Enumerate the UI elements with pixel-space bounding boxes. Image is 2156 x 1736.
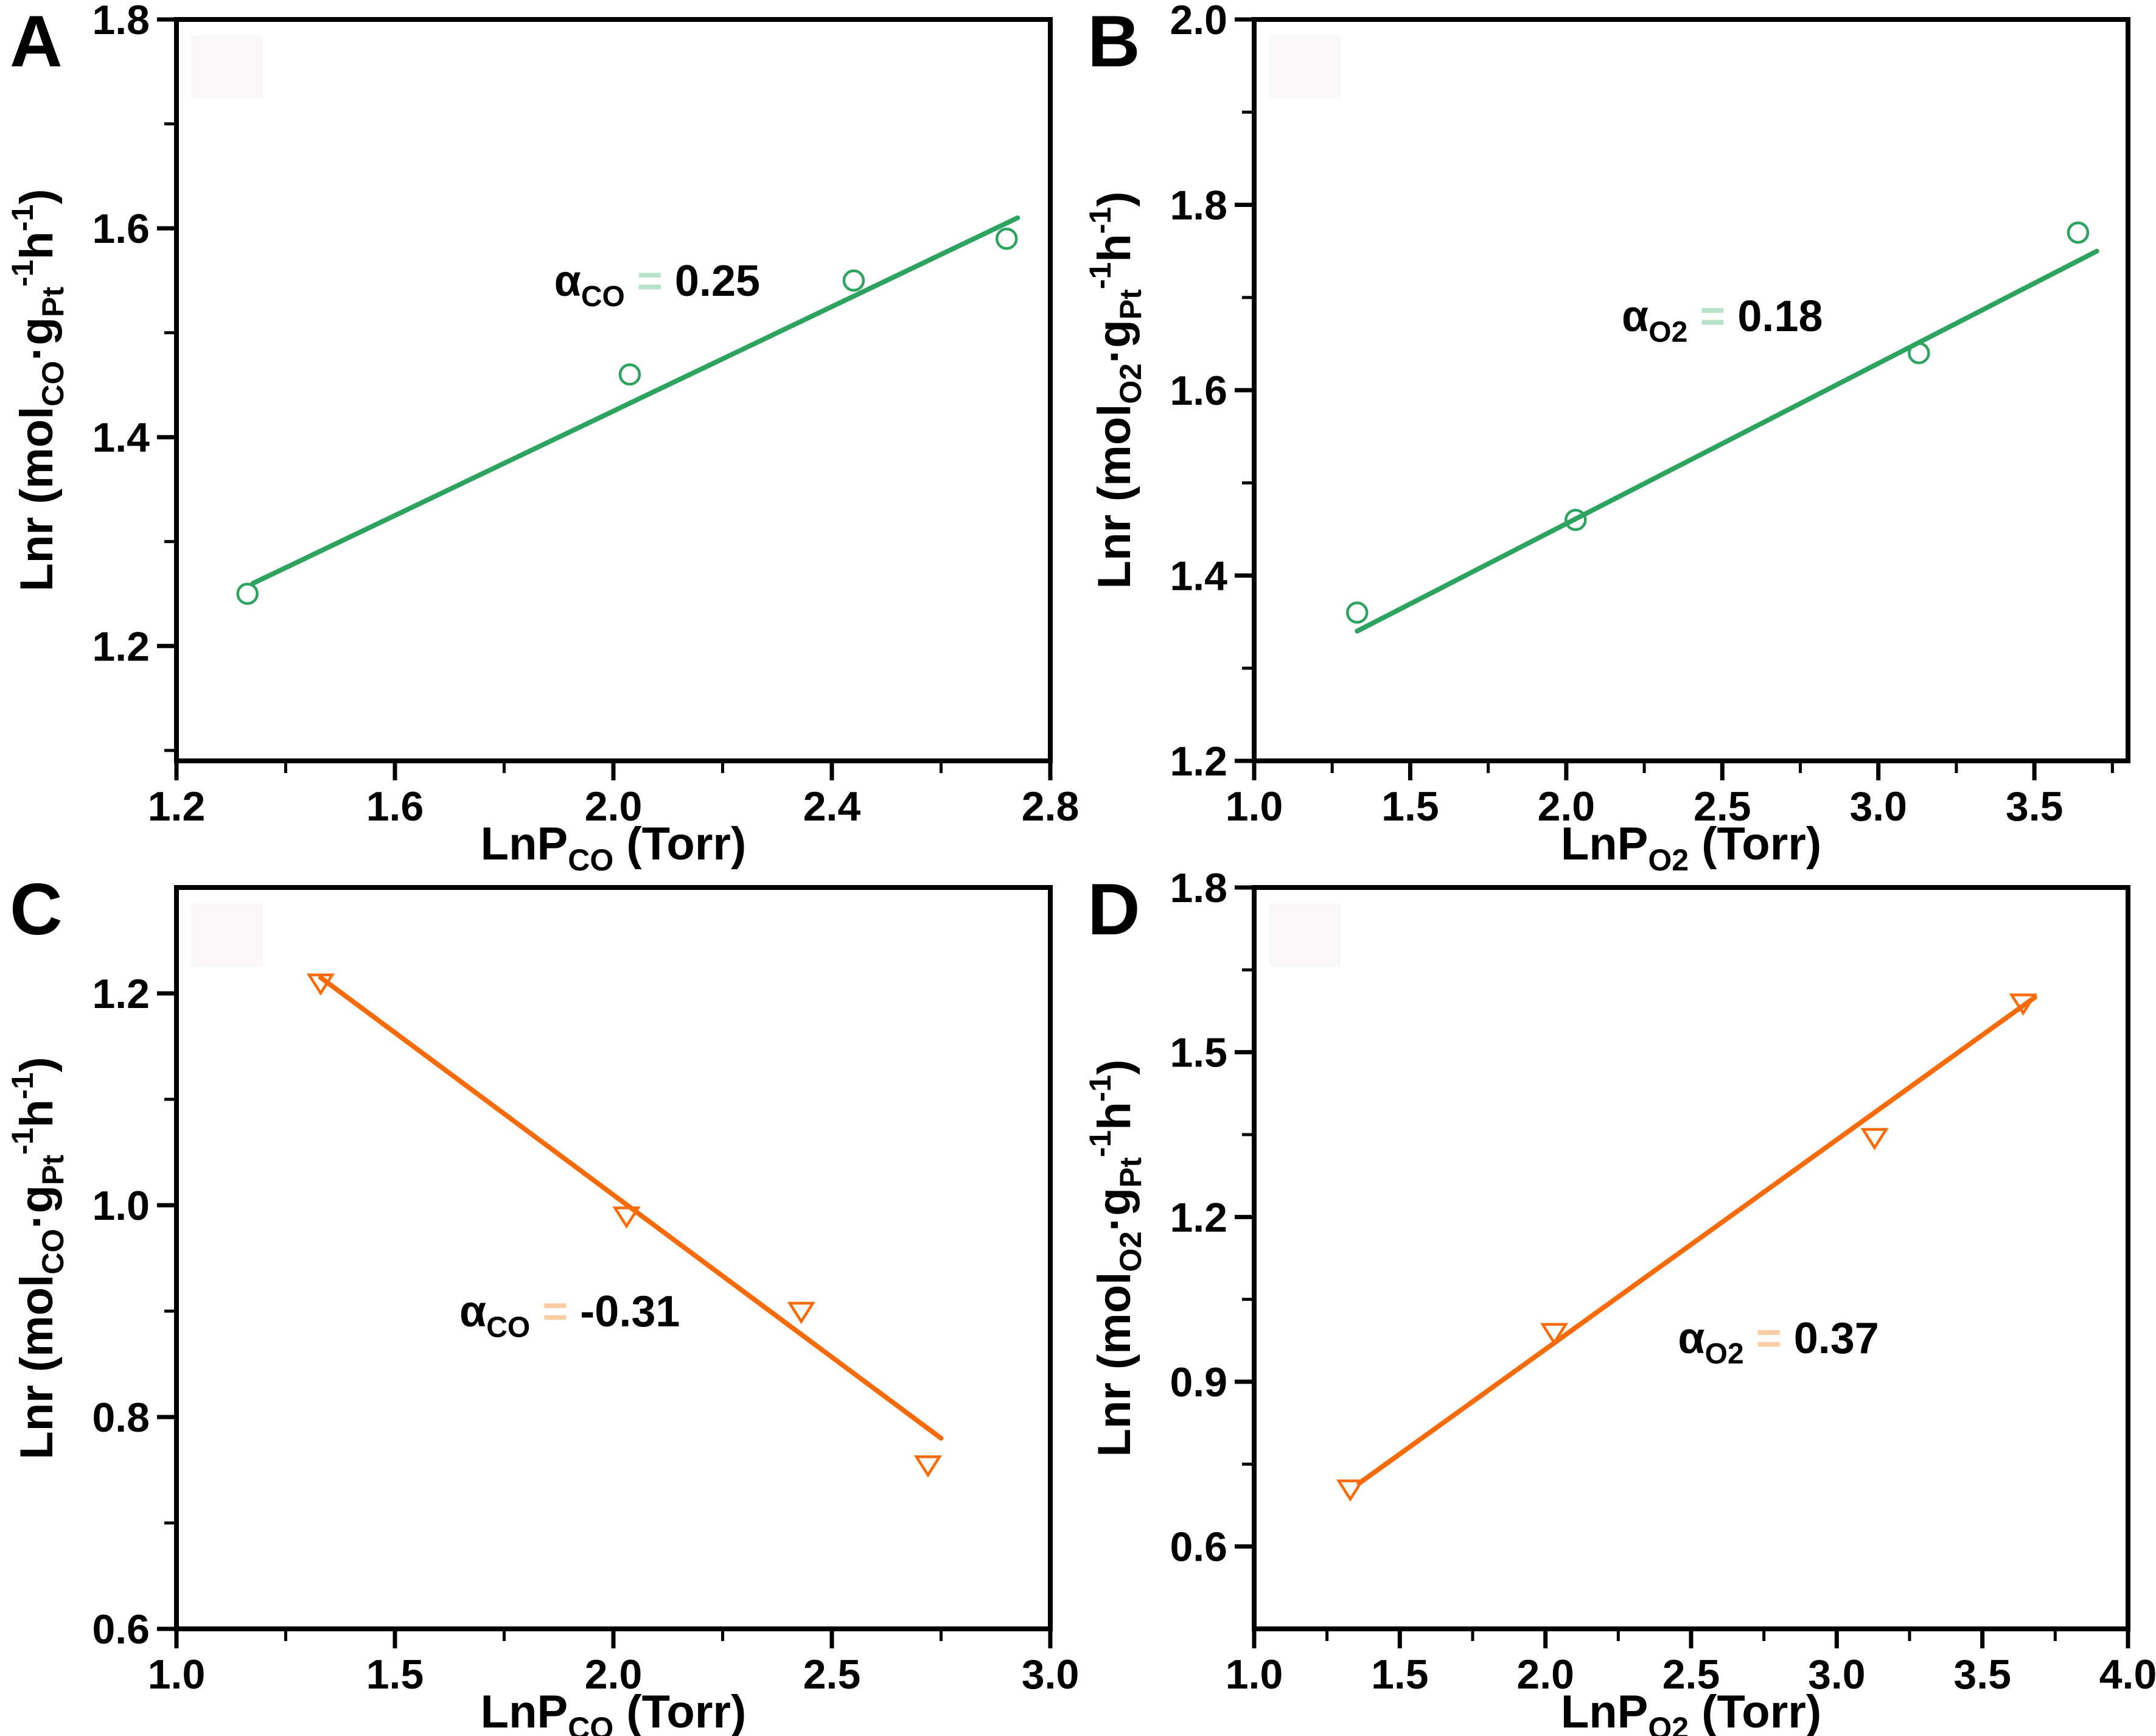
- x-axis-label: LnPCO (Torr): [481, 1686, 747, 1736]
- x-tick-label: 3.5: [1953, 1651, 2011, 1698]
- slope-annotation: αO2 = 0.18: [1622, 292, 1823, 348]
- x-axis-label: LnPO2 (Torr): [1561, 818, 1821, 877]
- data-point-triangle: [2009, 993, 2037, 1016]
- y-tick-label: 1.2: [1170, 1194, 1227, 1241]
- data-point-circle: [1908, 341, 1930, 365]
- y-tick-label: 1.4: [1170, 553, 1227, 600]
- data-point-circle: [236, 583, 259, 605]
- panel-letter-c: C: [10, 869, 63, 950]
- x-tick-label: 2.8: [1022, 783, 1080, 830]
- x-tick-label: 2.5: [1662, 1651, 1720, 1698]
- x-axis-label: LnPCO (Torr): [481, 818, 747, 877]
- data-point-circle: [1345, 601, 1369, 624]
- y-tick-label: 0.9: [1170, 1359, 1227, 1405]
- y-tick-label: 1.6: [92, 206, 150, 252]
- x-tick-label: 1.5: [1371, 1651, 1429, 1698]
- y-tick-label: 1.2: [92, 971, 150, 1017]
- panel-letter-d: D: [1087, 869, 1140, 950]
- fit-line: [1355, 248, 2099, 634]
- y-axis-label: Lnr (molO2·gPt-1h-1): [1083, 1059, 1148, 1457]
- x-tick-label: 1.0: [1226, 783, 1283, 830]
- y-tick-label: 1.6: [1170, 368, 1227, 414]
- y-tick-label: 1.0: [92, 1183, 150, 1229]
- data-point-triangle: [306, 973, 335, 996]
- x-tick-label: 2.0: [1538, 783, 1596, 830]
- fit-line: [250, 215, 1020, 586]
- x-tick-label: 1.0: [1226, 1651, 1283, 1698]
- watermark-box: [1269, 903, 1341, 967]
- x-tick-label: 3.5: [2006, 783, 2064, 830]
- panel-a-chart: 1.2 1.6 2.0 2.4 2.8 1.2 1.4 1.6 1.8 LnPCO (Torr) L…: [5, 0, 1080, 877]
- slope-annotation: αCO = -0.31: [459, 1287, 680, 1343]
- x-tick-label: 1.2: [148, 783, 206, 830]
- data-point-triangle: [1860, 1128, 1889, 1150]
- y-tick-label: 1.4: [92, 415, 150, 461]
- x-tick-label: 2.5: [1694, 783, 1751, 830]
- data-point-triangle: [612, 1206, 641, 1229]
- x-axis-label: LnPO2 (Torr): [1561, 1686, 1821, 1736]
- data-point-circle: [995, 228, 1018, 250]
- plot-frame: [174, 885, 1053, 1631]
- y-tick-label: 1.8: [1170, 865, 1227, 911]
- watermark-box: [191, 35, 263, 99]
- panel-letter-b: B: [1087, 1, 1140, 82]
- y-axis-label: Lnr (molO2·gPt-1h-1): [1083, 191, 1148, 589]
- y-tick-label: 1.8: [92, 0, 150, 43]
- x-tick-label: 1.5: [366, 1651, 424, 1698]
- y-tick-label: 1.8: [1170, 183, 1227, 229]
- data-point-circle: [1564, 508, 1587, 531]
- x-tick-label: 2.0: [1516, 1651, 1574, 1698]
- panel-c: 1.0 1.5 2.0 2.5 3.0 0.6 0.8 1.0 1.2 LnPCO (Torr) L…: [0, 868, 1080, 1736]
- panel-b: 1.0 1.5 2.0 2.5 3.0 3.5 1.2 1.4 1.6 1.8 2.0 LnPO2 (…: [1078, 0, 2156, 877]
- y-axis-label: Lnr (molCO·gPt-1h-1): [5, 189, 70, 591]
- y-tick-label: 1.2: [92, 623, 150, 670]
- slope-annotation: αO2 = 0.37: [1678, 1314, 1879, 1370]
- y-tick-label: 1.5: [1170, 1030, 1227, 1076]
- fit-line: [1356, 995, 2037, 1486]
- x-tick-label: 2.0: [585, 783, 643, 830]
- plot-frame: [1252, 17, 2130, 763]
- y-tick-label: 0.8: [92, 1395, 150, 1441]
- x-tick-label: 3.0: [1022, 1651, 1080, 1698]
- data-point-triangle: [913, 1455, 943, 1478]
- x-tick-label: 4.0: [2099, 1651, 2156, 1698]
- data-point-circle: [2067, 221, 2090, 244]
- y-axis-label: Lnr (molCO·gPt-1h-1): [5, 1057, 70, 1459]
- data-point-circle: [618, 363, 641, 386]
- data-point-triangle: [1336, 1479, 1365, 1502]
- watermark-box: [191, 903, 263, 967]
- x-tick-label: 3.0: [1849, 783, 1907, 830]
- y-tick-label: 0.6: [1170, 1524, 1227, 1570]
- panel-d-chart: 1.0 1.5 2.0 2.5 3.0 3.5 4.0 0.6 0.9 1.2 1.5 1.8 LnPO…: [1083, 865, 2156, 1736]
- watermark-box: [1269, 35, 1341, 99]
- slope-annotation: αCO = 0.25: [554, 257, 760, 313]
- x-tick-label: 2.4: [803, 783, 861, 830]
- y-tick-label: 0.6: [92, 1606, 150, 1653]
- plot-frame: [174, 17, 1053, 763]
- x-tick-label: 3.0: [1808, 1651, 1866, 1698]
- x-tick-label: 2.0: [585, 1651, 643, 1698]
- x-tick-label: 1.5: [1381, 783, 1439, 830]
- panel-d: 1.0 1.5 2.0 2.5 3.0 3.5 4.0 0.6 0.9 1.2 1.5 1.8 LnPO…: [1078, 865, 2156, 1736]
- x-tick-label: 2.5: [803, 1651, 861, 1698]
- data-point-circle: [842, 269, 865, 292]
- panel-letter-a: A: [10, 1, 63, 82]
- x-tick-label: 1.0: [148, 1651, 206, 1698]
- data-point-triangle: [787, 1301, 815, 1325]
- y-tick-label: 1.2: [1170, 738, 1227, 785]
- plot-frame: [1252, 885, 2130, 1631]
- y-tick-label: 2.0: [1170, 0, 1227, 43]
- panel-c-chart: 1.0 1.5 2.0 2.5 3.0 0.6 0.8 1.0 1.2 LnPCO (Torr) L…: [5, 885, 1080, 1736]
- data-point-triangle: [1540, 1323, 1569, 1346]
- panel-a: 1.2 1.6 2.0 2.4 2.8 1.2 1.4 1.6 1.8 LnPCO (Torr) L…: [0, 0, 1080, 877]
- x-tick-label: 1.6: [366, 783, 424, 830]
